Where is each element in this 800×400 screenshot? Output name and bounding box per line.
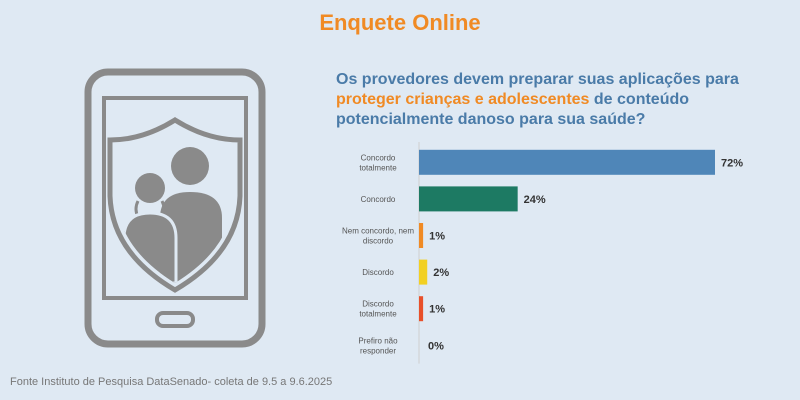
category-label-line: responder [360, 346, 396, 355]
category-label: Discordo totalmente [359, 300, 397, 319]
bar [419, 259, 428, 285]
category-label: Nem concordo, nem discordo [342, 227, 414, 246]
question-part2: de conteúdo potencialmente danoso para s… [336, 91, 690, 128]
category-label: Concordo [361, 195, 396, 204]
question-text: Os provedores devem preparar suas aplica… [336, 70, 756, 130]
source-note: Fonte Instituto de Pesquisa DataSenado- … [10, 376, 333, 388]
bar [419, 223, 424, 248]
category-label: Prefiro não responder [358, 336, 398, 355]
category-label-line: Concordo [361, 153, 396, 162]
category-label-line: discordo [363, 237, 394, 246]
category-label-line: Discordo [362, 300, 394, 309]
category-label: Concordo totalmente [359, 153, 397, 172]
page-title: Enquete Online [319, 10, 481, 35]
question-part1: Os provedores devem preparar suas aplica… [336, 71, 739, 88]
question-highlight: proteger crianças e adolescentes [336, 91, 590, 108]
bar [419, 186, 518, 212]
value-label: 1% [429, 304, 445, 316]
category-label-line: Concordo [361, 195, 396, 204]
value-label: 72% [721, 157, 743, 169]
value-label: 2% [433, 267, 449, 279]
bar [419, 296, 424, 322]
value-label: 24% [524, 194, 546, 206]
category-label: Discordo [362, 268, 394, 277]
category-label-line: Prefiro não [358, 336, 398, 345]
value-label: 0% [428, 340, 444, 352]
phone-shield-family-icon [84, 68, 266, 348]
category-label-line: totalmente [359, 310, 397, 319]
category-label-line: totalmente [359, 163, 397, 172]
value-label: 1% [429, 231, 445, 243]
category-label-line: Discordo [362, 268, 394, 277]
bar [419, 149, 715, 175]
category-label-line: Nem concordo, nem [342, 227, 414, 236]
